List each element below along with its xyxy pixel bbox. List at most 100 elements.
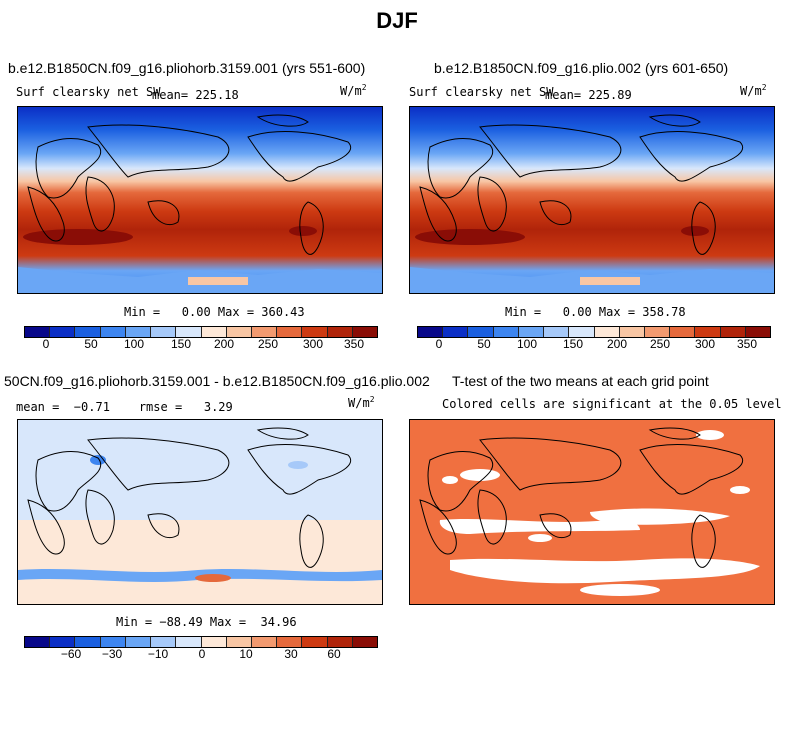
panel2-field: [410, 107, 774, 293]
panel4-subtitle: Colored cells are significant at the 0.0…: [442, 397, 782, 411]
cbar3-swatch: [251, 637, 278, 647]
panel1-max-patch: [23, 229, 133, 245]
cbar3-swatch: [25, 637, 51, 647]
cbar3-swatch: [151, 637, 177, 647]
panel1-max-patch-2: [289, 226, 317, 236]
panel2-mean: mean= 225.89: [545, 88, 632, 102]
cbar2-swatch: [619, 327, 645, 337]
cbar1-swatch: [201, 327, 227, 337]
cbar1-tick: 100: [123, 337, 145, 351]
panel1-map: [17, 106, 383, 294]
cbar1-swatch: [125, 327, 152, 337]
cbar1-tick: 250: [257, 337, 279, 351]
panel4-coastlines: [419, 427, 743, 568]
cbar1-swatch: [75, 327, 101, 337]
cbar3-swatch: [50, 637, 76, 647]
cbar1-swatch: [327, 327, 353, 337]
cbar3-tick: −60: [60, 647, 82, 661]
cbar2-tick: 250: [649, 337, 671, 351]
panel1-field: [18, 107, 382, 293]
panel2-colorbar: [417, 326, 771, 338]
cbar2-swatch: [518, 327, 545, 337]
cbar1-swatch: [277, 327, 303, 337]
cbar3-swatch: [302, 637, 328, 647]
cbar2-swatch: [443, 327, 469, 337]
cbar1-swatch: [176, 327, 202, 337]
cbar3-swatch: [226, 637, 252, 647]
cbar2-swatch: [670, 327, 696, 337]
cbar1-swatch: [151, 327, 177, 337]
panel2-minmax: Min = 0.00 Max = 358.78: [505, 305, 686, 319]
panel1-minmax: Min = 0.00 Max = 360.43: [124, 305, 305, 319]
cbar2-swatch: [745, 327, 771, 337]
cbar3-tick: −30: [101, 647, 123, 661]
panel2-max-patch-2: [681, 226, 709, 236]
cbar2-swatch: [720, 327, 746, 337]
cbar1-tick: 150: [170, 337, 192, 351]
cbar3-swatch: [277, 637, 303, 647]
cbar2-swatch: [493, 327, 519, 337]
figure-title: DJF: [376, 8, 418, 33]
panel2-title: b.e12.B1850CN.f09_g16.plio.002 (yrs 601-…: [434, 60, 729, 76]
cbar2-swatch: [418, 327, 444, 337]
cbar3-tick: 0: [198, 647, 206, 661]
panel3-minmax: Min = −88.49 Max = 34.96: [116, 615, 297, 629]
panel2-coastlines: [419, 114, 743, 255]
panel3-coastlines: [27, 427, 351, 568]
cbar1-swatch: [302, 327, 328, 337]
panel3-units: W/m2: [348, 395, 375, 410]
cbar3-swatch: [327, 637, 353, 647]
panel3-stats: mean = −0.71 rmse = 3.29: [16, 400, 233, 414]
cbar2-tick: 150: [562, 337, 584, 351]
panel2-units: W/m2: [740, 83, 767, 98]
cbar2-swatch: [544, 327, 570, 337]
panel4-map: [409, 419, 775, 605]
panel2-map: [409, 106, 775, 294]
cbar3-tick: 10: [239, 647, 253, 661]
cbar2-tick: 300: [694, 337, 716, 351]
panel2-max-patch: [415, 229, 525, 245]
cbar2-swatch: [695, 327, 721, 337]
cbar1-tick: 350: [343, 337, 365, 351]
cbar3-tick: −10: [147, 647, 169, 661]
panel3-map: [17, 419, 383, 605]
cbar3-swatch: [75, 637, 101, 647]
panel3-band-south: [18, 562, 382, 604]
panel1-variable: Surf clearsky net SW: [16, 85, 161, 99]
cbar3-tick: 30: [284, 647, 298, 661]
cbar2-swatch: [594, 327, 620, 337]
cbar1-swatch: [100, 327, 126, 337]
cbar3-swatch: [176, 637, 202, 647]
cbar3-tick: 60: [327, 647, 341, 661]
cbar1-tick: 200: [213, 337, 235, 351]
panel1-coastlines: [27, 114, 351, 255]
cbar1-tick: 50: [84, 337, 98, 351]
panel3-band-warm: [18, 520, 382, 562]
panel1-colorbar: [24, 326, 378, 338]
panel1-units: W/m2: [340, 83, 367, 98]
panel1-title: b.e12.B1850CN.f09_g16.pliohorb.3159.001 …: [8, 60, 366, 76]
panel3-title: 50CN.f09_g16.pliohorb.3159.001 - b.e12.B…: [4, 373, 430, 389]
cbar1-swatch: [226, 327, 252, 337]
cbar2-swatch: [569, 327, 595, 337]
cbar2-swatch: [644, 327, 671, 337]
cbar3-swatch: [352, 637, 378, 647]
cbar3-swatch: [201, 637, 227, 647]
cbar1-swatch: [25, 327, 51, 337]
cbar3-swatch: [100, 637, 126, 647]
panel1-mean: mean= 225.18: [152, 88, 239, 102]
cbar2-tick: 350: [736, 337, 758, 351]
cbar1-tick: 0: [42, 337, 50, 351]
cbar1-swatch: [352, 327, 378, 337]
cbar3-swatch: [125, 637, 152, 647]
cbar2-tick: 0: [435, 337, 443, 351]
panel4-title: T-test of the two means at each grid poi…: [452, 373, 709, 389]
cbar1-tick: 300: [302, 337, 324, 351]
cbar2-tick: 200: [606, 337, 628, 351]
cbar2-tick: 50: [477, 337, 491, 351]
cbar2-tick: 100: [516, 337, 538, 351]
panel3-colorbar: [24, 636, 378, 648]
cbar2-swatch: [468, 327, 494, 337]
cbar1-swatch: [251, 327, 278, 337]
panel2-variable: Surf clearsky net SW: [409, 85, 554, 99]
